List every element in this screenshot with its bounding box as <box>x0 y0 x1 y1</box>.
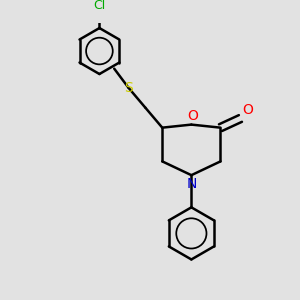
Text: O: O <box>242 103 253 117</box>
Text: N: N <box>186 177 197 191</box>
Text: Cl: Cl <box>93 0 106 12</box>
Text: O: O <box>188 109 198 123</box>
Text: S: S <box>124 81 133 95</box>
